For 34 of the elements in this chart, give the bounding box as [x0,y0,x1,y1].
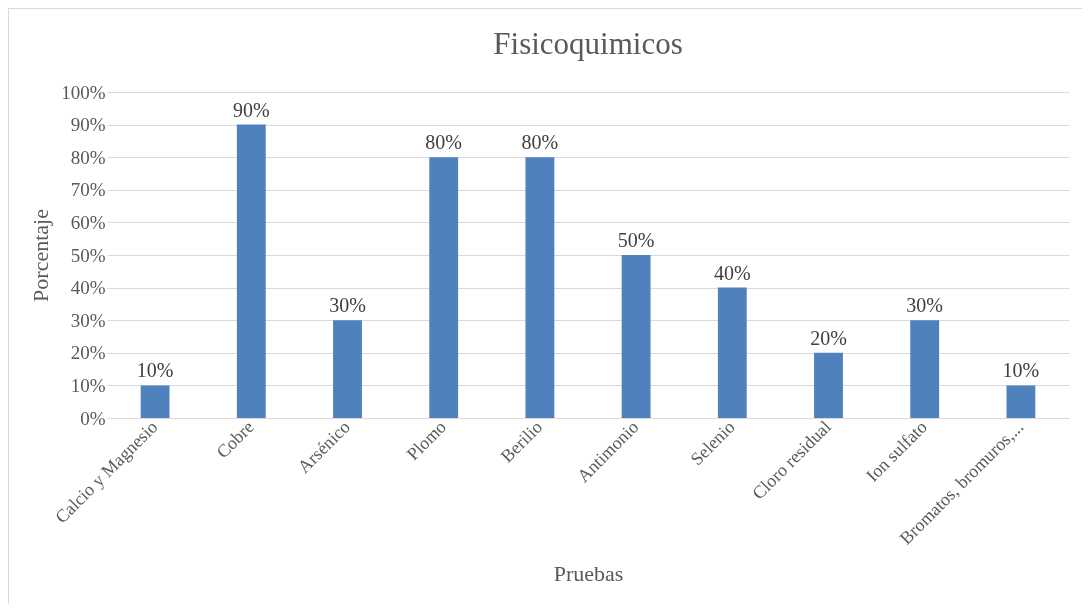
chart-title: Fisicoquimicos [493,26,683,61]
y-tick-label: 50% [70,244,106,266]
bar [717,287,747,418]
y-tick-label: 30% [70,309,106,331]
y-tick-label: 40% [70,277,106,299]
data-label: 30% [329,294,366,317]
bar [236,124,266,418]
y-tick-label: 20% [70,342,106,364]
bar [525,157,555,418]
x-axis-title: Pruebas [553,561,624,587]
data-label: 10% [136,359,174,382]
data-label: 90% [232,98,270,121]
bar [814,352,843,418]
y-tick-label: 100% [61,81,106,103]
data-label: 80% [521,131,559,154]
bar [333,320,362,418]
bar [1006,385,1036,418]
y-axis-title: Porcentaje [28,209,54,302]
y-tick-label: 0% [80,407,106,429]
data-label: 30% [906,294,944,317]
bar [429,157,459,418]
y-tick-label: 60% [70,211,106,233]
y-tick-label: 10% [70,374,106,396]
y-tick-label: 80% [70,146,106,168]
y-tick-label: 90% [70,114,106,136]
bar [621,255,651,418]
data-label: 50% [617,229,655,251]
bar [140,385,170,418]
data-label: 10% [1002,359,1040,382]
y-tick-label: 70% [70,179,106,201]
data-label: 80% [425,131,463,154]
bar [910,320,940,418]
data-label: 20% [810,326,847,349]
data-label: 40% [713,261,751,284]
